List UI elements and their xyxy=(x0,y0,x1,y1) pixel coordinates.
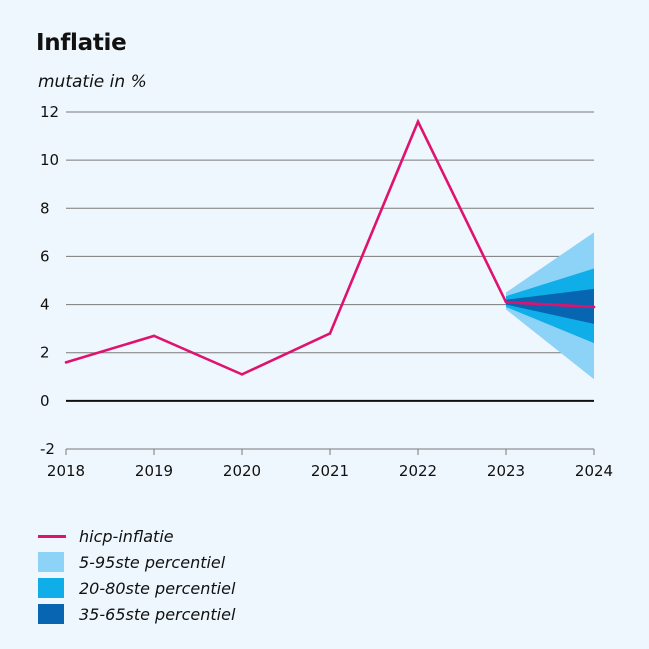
y-tick-label: 4 xyxy=(40,296,50,314)
legend-swatch-20-80 xyxy=(38,578,64,598)
legend-label-20-80: 20-80ste percentiel xyxy=(79,578,236,598)
legend-item-35-65: 35-65ste percentiel xyxy=(38,601,235,627)
legend-line-swatch xyxy=(38,534,66,538)
legend-swatch-5-95 xyxy=(38,552,64,572)
x-tick-label: 2022 xyxy=(399,462,437,480)
data-point xyxy=(592,305,596,309)
y-tick-label: 8 xyxy=(40,199,50,217)
legend: hicp-inflatie 5-95ste percentiel 20-80st… xyxy=(38,523,235,627)
data-point xyxy=(64,361,68,364)
legend-swatch-35-65 xyxy=(38,604,64,624)
x-tick-label: 2018 xyxy=(47,462,85,480)
legend-label-35-65: 35-65ste percentiel xyxy=(79,604,236,624)
data-point xyxy=(240,373,244,376)
x-tick-label: 2019 xyxy=(135,462,173,480)
y-tick-label: 10 xyxy=(40,151,59,169)
x-tick-label: 2024 xyxy=(575,462,613,480)
chart-title: Inflatie xyxy=(36,30,127,56)
data-point xyxy=(416,120,420,123)
y-tick-label: 6 xyxy=(40,247,50,265)
data-point xyxy=(328,332,332,335)
y-tick-label: -2 xyxy=(40,440,55,458)
legend-item-hicp: hicp-inflatie xyxy=(38,523,235,549)
data-point xyxy=(504,300,508,304)
y-tick-label: 2 xyxy=(40,344,50,362)
legend-label-hicp: hicp-inflatie xyxy=(79,526,174,546)
y-tick-label: 12 xyxy=(40,103,59,121)
x-tick-label: 2020 xyxy=(223,462,261,480)
data-point xyxy=(152,334,156,338)
y-axis-label: mutatie in % xyxy=(38,72,147,92)
y-tick-label: 0 xyxy=(40,392,50,410)
legend-item-20-80: 20-80ste percentiel xyxy=(38,575,235,601)
fan-band-35-65 xyxy=(506,288,594,324)
legend-label-5-95: 5-95ste percentiel xyxy=(79,552,226,572)
legend-item-5-95: 5-95ste percentiel xyxy=(38,549,235,575)
x-tick-label: 2021 xyxy=(311,462,349,480)
series-line-hicp-inflatie xyxy=(65,118,595,376)
x-tick-label: 2023 xyxy=(487,462,525,480)
